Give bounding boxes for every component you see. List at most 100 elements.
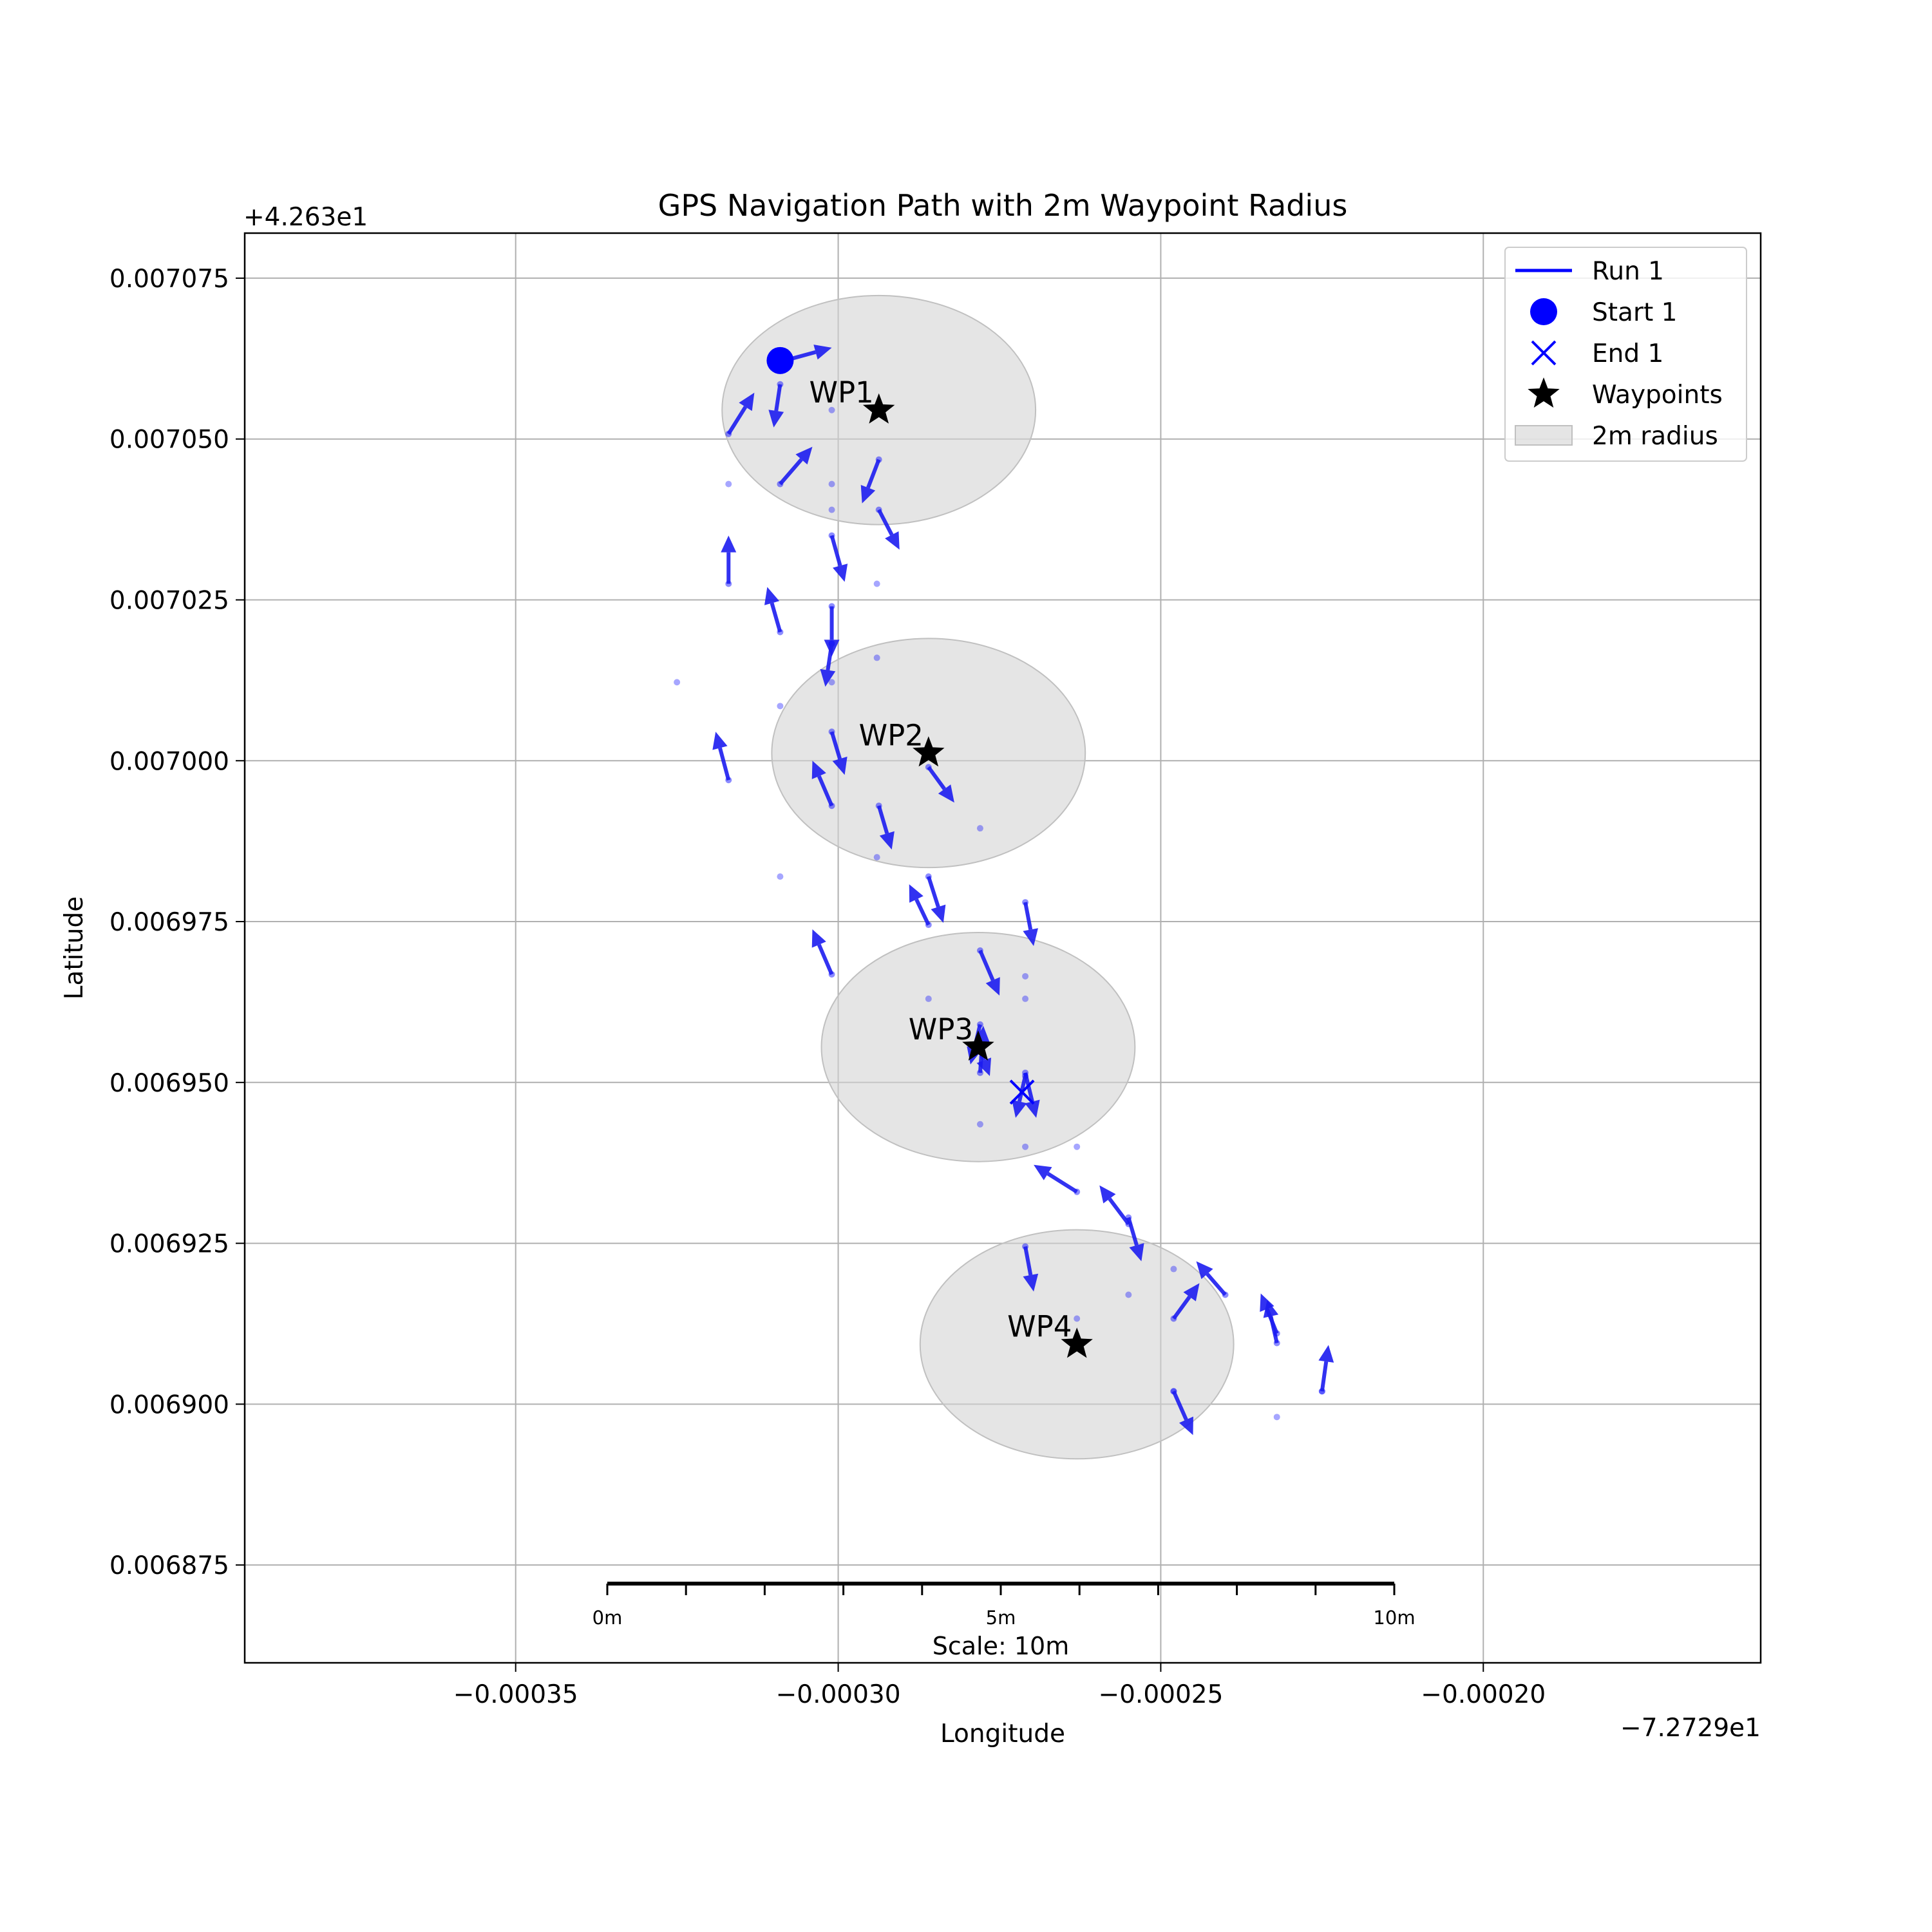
heading-arrowhead xyxy=(931,904,946,923)
scale-bar-label: 10m xyxy=(1373,1607,1415,1629)
x-tick-label: −0.00025 xyxy=(1098,1680,1223,1709)
heading-arrowhead xyxy=(721,535,737,553)
heading-arrow xyxy=(826,643,834,671)
heading-arrowhead xyxy=(795,446,813,465)
y-tick-label: 0.006925 xyxy=(109,1230,229,1259)
x-tick-label: −0.00020 xyxy=(1421,1680,1546,1709)
waypoint-star xyxy=(862,393,895,424)
waypoint-label: WP4 xyxy=(1007,1309,1072,1343)
heading-arrow xyxy=(926,876,940,908)
heading-arrowhead xyxy=(811,761,826,779)
path-point xyxy=(873,854,880,861)
heading-arrow xyxy=(817,943,834,976)
path-point xyxy=(777,873,784,880)
heading-arrow xyxy=(877,509,894,536)
heading-arrows xyxy=(712,345,1334,1435)
legend-label: Run 1 xyxy=(1592,257,1664,286)
legend-label: Start 1 xyxy=(1592,298,1677,327)
heading-arrowhead xyxy=(909,884,923,903)
heading-arrow xyxy=(914,898,931,926)
heading-arrow xyxy=(1046,1171,1078,1194)
y-tick-label: 0.007000 xyxy=(109,747,229,776)
heading-arrow xyxy=(718,747,731,781)
y-tick-label: 0.006900 xyxy=(109,1390,229,1419)
path-point xyxy=(828,406,835,413)
legend-waypoint-star xyxy=(1528,377,1560,408)
heading-arrow xyxy=(1108,1197,1130,1226)
heading-arrowhead xyxy=(1034,1164,1052,1180)
heading-arrowhead xyxy=(768,410,784,428)
heading-arrow xyxy=(1017,1075,1027,1103)
heading-arrowhead xyxy=(811,929,826,948)
heading-arrowhead xyxy=(1260,1293,1274,1312)
heading-arrowhead xyxy=(985,977,1000,996)
legend: Run 1 Start 1 End 1 Waypoints 2m radius xyxy=(1504,247,1747,462)
heading-arrow xyxy=(774,384,782,412)
path-point xyxy=(725,480,732,488)
heading-arrow xyxy=(726,406,748,435)
heading-arrow xyxy=(866,459,881,489)
y-offset-label: +4.263e1 xyxy=(243,203,368,232)
path-point xyxy=(1170,1265,1177,1273)
heading-arrow xyxy=(1172,1295,1191,1320)
heading-arrow xyxy=(1023,902,1033,931)
y-tick-label: 0.006950 xyxy=(109,1069,229,1098)
path-point xyxy=(828,679,835,686)
heading-arrowhead xyxy=(938,784,954,803)
heading-arrowhead xyxy=(764,587,780,605)
heading-arrowhead xyxy=(1196,1261,1213,1280)
heading-arrowhead xyxy=(1099,1185,1116,1204)
heading-arrow xyxy=(1206,1273,1227,1296)
heading-arrow xyxy=(779,458,803,486)
legend-end-marker xyxy=(1531,340,1557,366)
waypoint-star xyxy=(1061,1327,1093,1358)
axis-ticks: −0.00035 −0.00030 −0.00025 −0.00020 0.006875… xyxy=(109,265,1546,1709)
x-tick-label: −0.00030 xyxy=(776,1680,901,1709)
y-tick-label: 0.007025 xyxy=(109,586,229,615)
path-point xyxy=(777,703,784,710)
heading-arrow xyxy=(1320,1361,1329,1392)
heading-arrow xyxy=(829,731,842,760)
y-tick-label: 0.007075 xyxy=(109,265,229,294)
start-marker xyxy=(766,346,794,374)
path-point xyxy=(976,1121,983,1128)
path-point xyxy=(976,825,983,832)
heading-arrowhead xyxy=(820,668,836,687)
heading-arrowhead xyxy=(1179,1416,1193,1435)
x-offset-label: −7.2729e1 xyxy=(1620,1714,1761,1743)
y-axis-label: Latitude xyxy=(60,896,89,1000)
x-axis-label: Longitude xyxy=(940,1719,1065,1748)
heading-arrowhead xyxy=(885,531,900,550)
scale-bar: 0m 5m 10m Scale: 10m xyxy=(592,1582,1416,1660)
legend-label: Waypoints xyxy=(1592,381,1723,410)
y-tick-label: 0.006975 xyxy=(109,908,229,937)
heading-arrow xyxy=(1023,1246,1033,1276)
heading-arrowhead xyxy=(813,345,832,360)
path-point xyxy=(828,506,835,513)
plot-frame xyxy=(243,232,1762,1664)
heading-arrowhead xyxy=(1318,1345,1334,1363)
legend-box xyxy=(1504,247,1747,462)
waypoint-star xyxy=(962,1030,994,1061)
heading-arrow xyxy=(1171,1390,1188,1421)
path-point xyxy=(1022,972,1029,980)
waypoint-label: WP2 xyxy=(859,718,923,752)
path-points xyxy=(674,406,1325,1421)
heading-arrowhead xyxy=(1012,1099,1027,1118)
path-point xyxy=(1273,1414,1280,1421)
path-point xyxy=(674,679,681,686)
heading-arrow xyxy=(927,766,946,790)
scale-bar-label: 5m xyxy=(986,1607,1016,1629)
waypoint-label: WP3 xyxy=(909,1012,973,1046)
heading-arrowhead xyxy=(879,831,895,850)
path-point xyxy=(1022,1143,1029,1150)
end-marker xyxy=(1009,1079,1035,1105)
heading-arrowhead xyxy=(1023,928,1038,947)
heading-arrow xyxy=(829,535,842,567)
legend-start-marker xyxy=(1530,298,1557,325)
path-point xyxy=(873,580,880,587)
heading-arrow xyxy=(770,602,782,633)
scale-bar-title: Scale: 10m xyxy=(933,1632,1070,1660)
heading-arrow xyxy=(978,949,995,981)
heading-arrowhead xyxy=(833,564,848,582)
